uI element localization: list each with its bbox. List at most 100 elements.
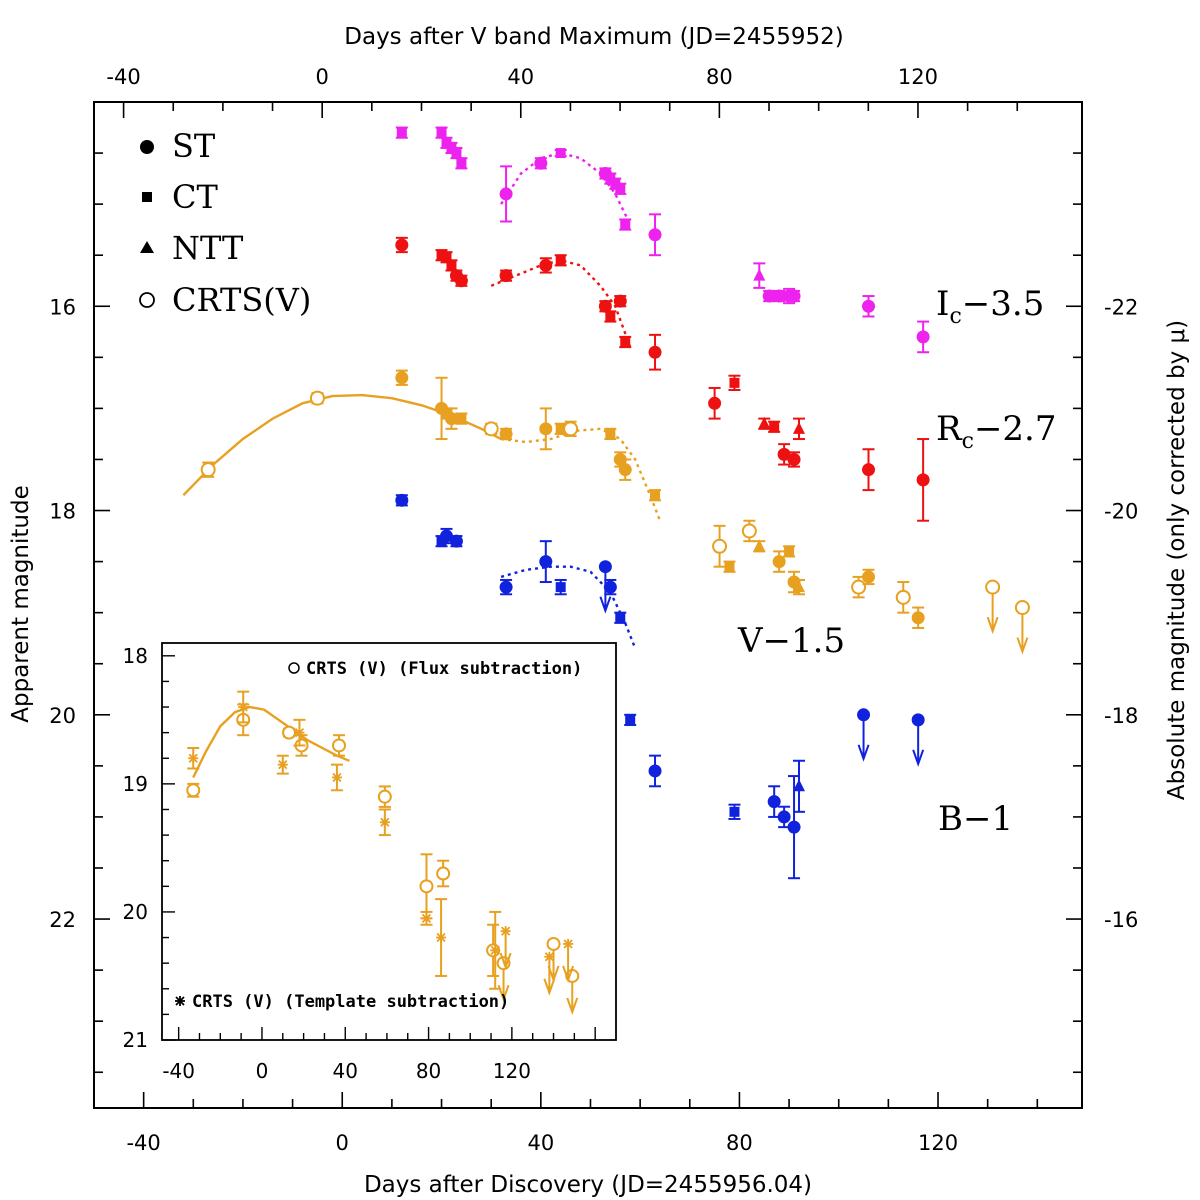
inset-template-point	[293, 718, 306, 747]
band-label-r-main: R	[936, 409, 963, 449]
inset-flux-marker	[186, 783, 201, 798]
data-point-i	[554, 148, 567, 159]
marker-open-circle	[483, 421, 499, 437]
marker-square	[650, 490, 661, 501]
y-right-tick-label: -22	[1104, 295, 1138, 319]
y-left-axis-title: Apparent magnitude	[8, 485, 34, 722]
fit-curve-i	[500, 151, 632, 226]
data-point-r	[708, 386, 722, 420]
data-point-i	[450, 146, 463, 160]
data-point-b	[624, 713, 637, 727]
data-point-v	[783, 545, 796, 558]
plot-border	[93, 101, 1083, 1109]
data-point-v	[793, 578, 806, 596]
marker-circle	[613, 294, 627, 308]
svg-text:Rc−2.7: Rc−2.7	[936, 409, 1057, 454]
marker-square	[729, 377, 740, 388]
marker-triangle	[793, 421, 806, 434]
data-point-i	[499, 165, 513, 223]
upper-limit-arrowhead	[543, 978, 556, 996]
inset-flux-marker	[419, 879, 434, 894]
inset-template-marker	[490, 945, 500, 955]
marker-square	[436, 536, 447, 547]
marker-square	[620, 337, 631, 348]
data-point-r	[499, 269, 513, 283]
inset-x-tick-label: 120	[493, 1059, 531, 1083]
marker-open-circle	[1014, 600, 1030, 616]
inset-y-tick-label: 20	[123, 900, 148, 924]
band-label-i-main: I	[936, 284, 949, 324]
marker-square	[615, 612, 626, 623]
data-point-i	[614, 182, 627, 195]
y-right-tick-label: -18	[1104, 704, 1138, 728]
inset-template-marker	[380, 817, 390, 827]
data-point-i	[455, 157, 468, 170]
marker-square	[451, 148, 462, 159]
marker-square	[729, 806, 740, 817]
data-point-i	[772, 289, 786, 303]
marker-triangle	[793, 779, 806, 792]
upper-limit-arrowhead	[912, 749, 925, 767]
y-left-tick-label: 20	[49, 704, 76, 728]
marker-square	[555, 148, 566, 159]
marker-circle	[862, 463, 876, 477]
inset-template-point	[435, 898, 448, 977]
marker-square	[396, 127, 407, 138]
marker-square	[605, 311, 616, 322]
data-point-r	[648, 333, 662, 371]
marker-circle	[598, 299, 612, 313]
series-b	[395, 493, 925, 880]
marker-circle	[539, 555, 553, 569]
band-label-i: Ic−3.5	[936, 284, 1044, 329]
inset-template-point	[187, 747, 200, 770]
marker-circle	[762, 289, 776, 303]
band-label-i-sub: c	[949, 304, 961, 329]
data-point-r	[777, 443, 791, 466]
data-point-v	[1014, 600, 1030, 655]
marker-square	[625, 714, 636, 725]
marker-circle	[539, 422, 553, 436]
data-point-v	[309, 390, 325, 406]
data-point-b	[395, 493, 409, 507]
inset-flux-point	[436, 859, 451, 888]
marker-triangle	[753, 539, 766, 552]
inset-template-point	[499, 926, 512, 971]
upper-limit-arrowhead	[599, 596, 612, 614]
marker-square	[784, 546, 795, 557]
marker-circle	[916, 330, 930, 344]
marker-circle	[395, 493, 409, 507]
y-left-tick-label: 16	[49, 295, 76, 319]
band-label-r-sub: c	[962, 429, 974, 454]
data-point-i	[916, 320, 930, 354]
data-point-r	[758, 416, 771, 430]
inset-x-tick-label: -40	[162, 1059, 195, 1083]
inset-legend-flux-marker	[288, 662, 300, 674]
marker-circle	[862, 570, 876, 584]
marker-circle	[916, 473, 930, 487]
inset-template-marker	[278, 760, 288, 770]
fit-curve-v	[500, 427, 662, 522]
marker-circle	[598, 560, 612, 574]
inset-legend-flux: CRTS (V) (Flux subtraction)	[288, 659, 582, 679]
inset-flux-marker	[332, 738, 347, 753]
data-point-v	[723, 560, 736, 573]
data-point-r	[445, 259, 458, 272]
legend-item-ntt: NTT	[140, 229, 244, 267]
data-point-b	[648, 754, 662, 788]
marker-square	[436, 127, 447, 138]
data-point-i	[787, 289, 801, 303]
upper-limit-arrowhead	[497, 984, 510, 1003]
marker-open-circle	[563, 421, 579, 437]
data-point-b	[440, 527, 454, 545]
data-point-b	[614, 611, 627, 624]
inset-template-point	[237, 690, 250, 724]
marker-circle	[603, 580, 617, 594]
inset-template-point	[276, 754, 289, 775]
inset-template-marker	[500, 926, 511, 936]
x-top-axis-title: Days after V band Maximum (JD=2455952)	[344, 24, 843, 50]
data-point-b	[554, 578, 567, 596]
marker-square	[724, 561, 735, 572]
data-point-b	[767, 785, 781, 818]
inset-template-point	[489, 910, 502, 990]
